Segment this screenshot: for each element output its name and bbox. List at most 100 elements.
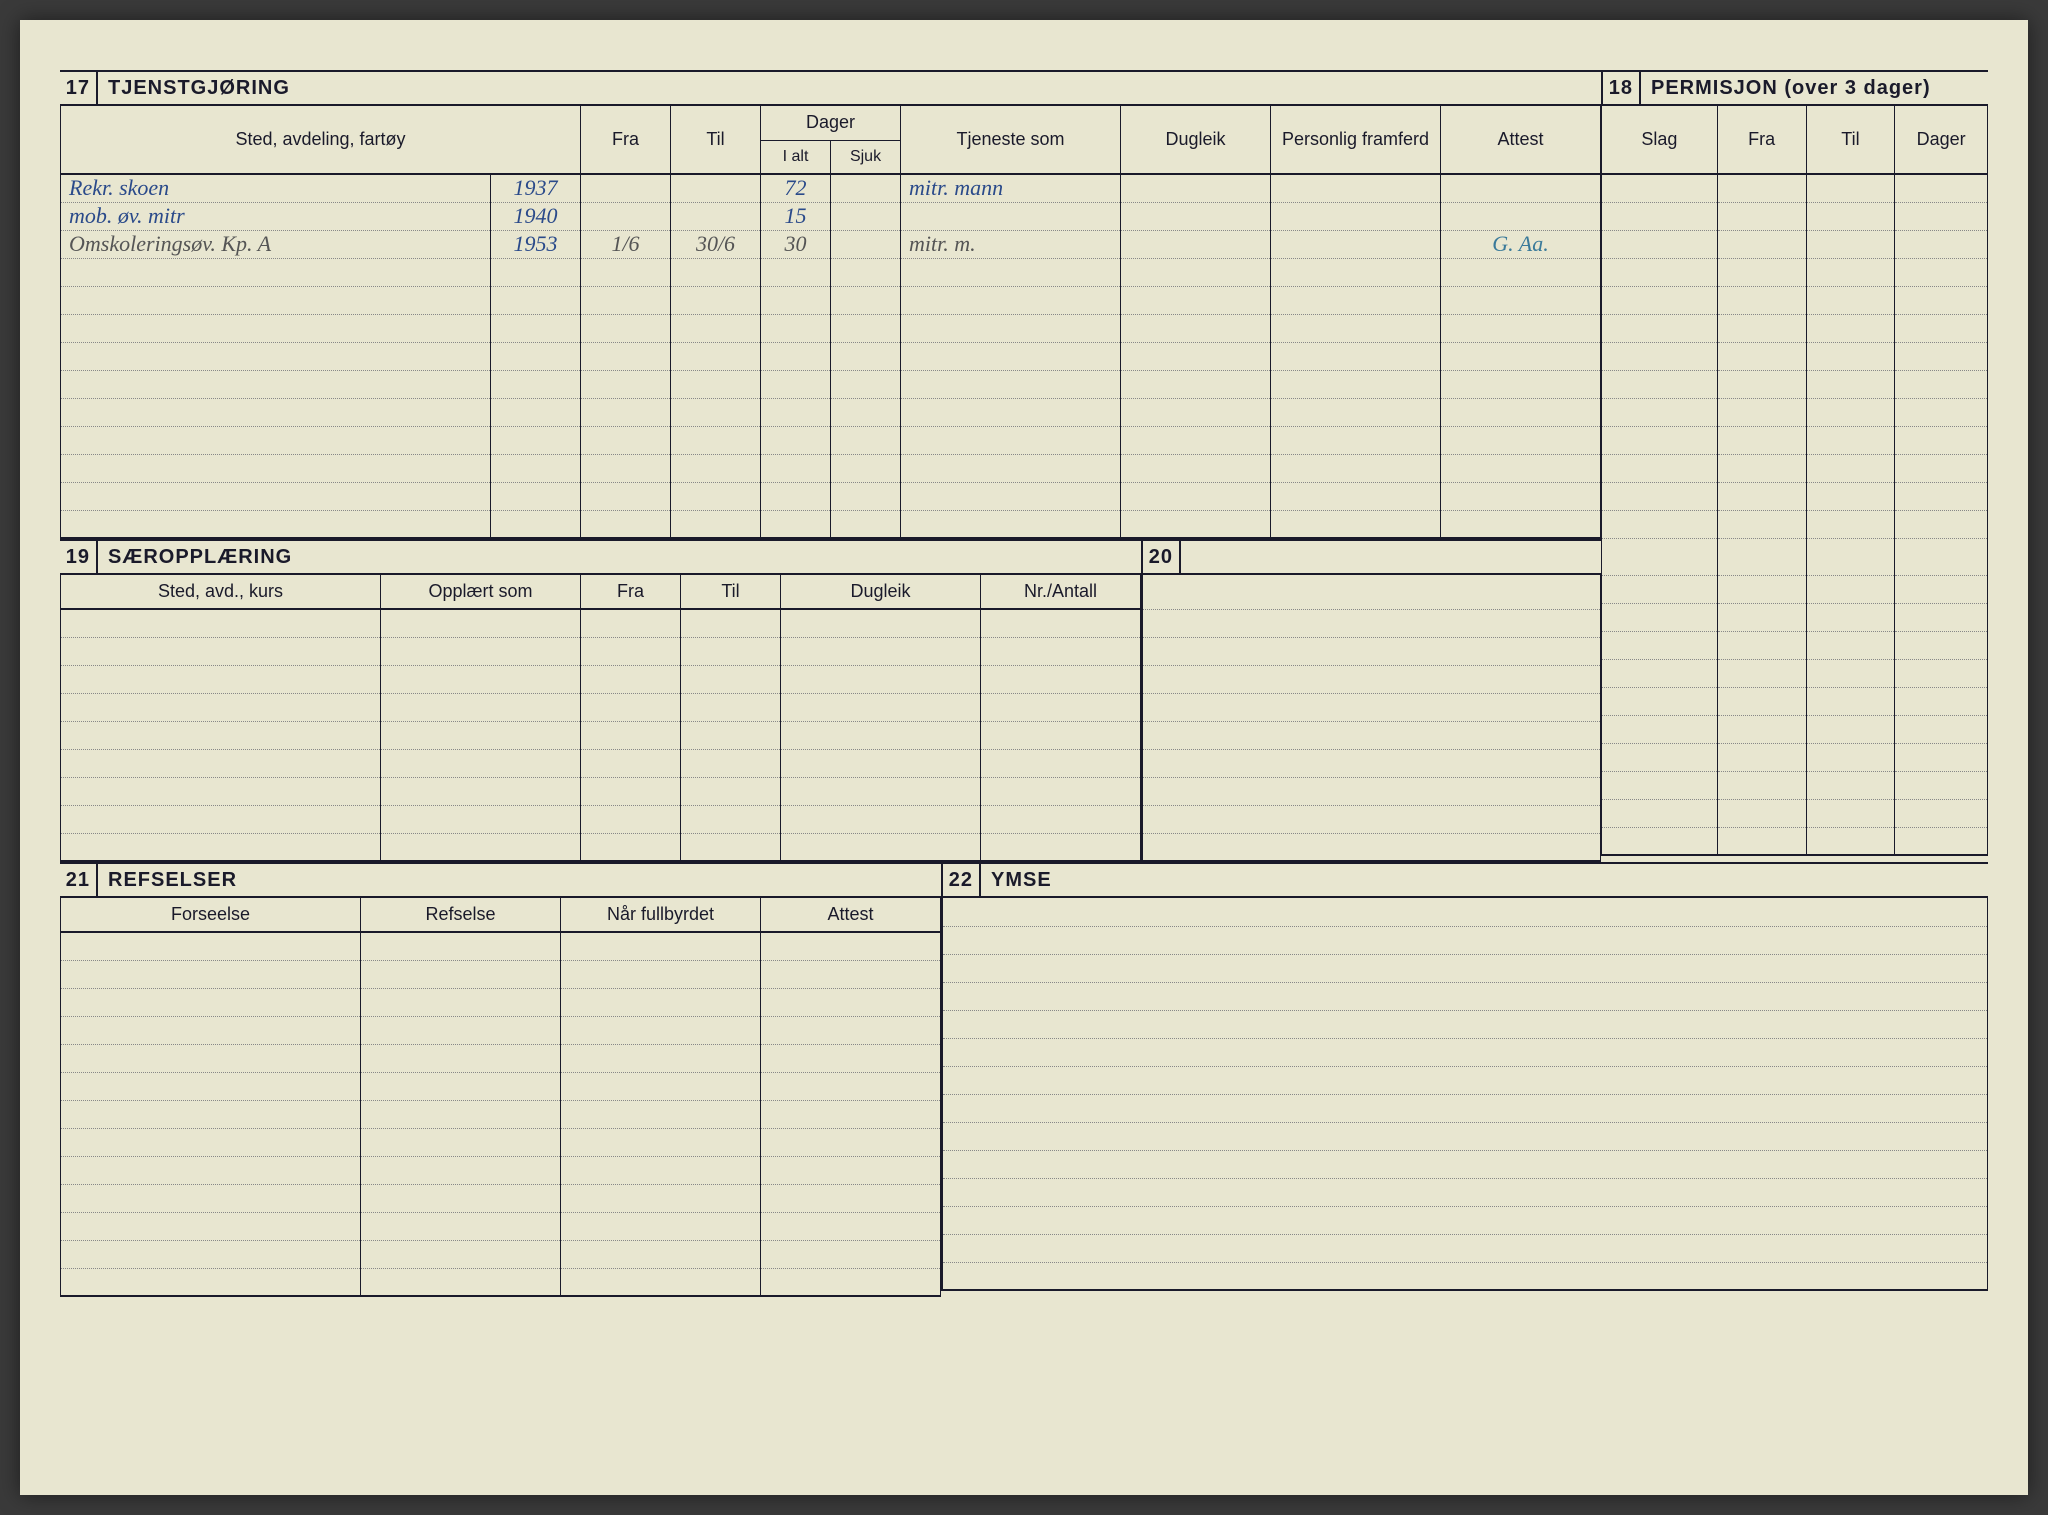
- s19-header-row: Sted, avd., kurs Opplært som Fra Til Dug…: [61, 575, 1141, 609]
- s17-cell-sted: Rekr. skoen: [61, 174, 491, 202]
- s20-row: [1142, 749, 1601, 777]
- s18-col-dager: Dager: [1895, 106, 1988, 174]
- s18-row: [1602, 575, 1988, 603]
- s18-row: [1602, 426, 1988, 454]
- s17-cell-dug: [1121, 202, 1271, 230]
- section-20: 20: [1141, 539, 1601, 862]
- s22-row: [942, 1234, 1988, 1262]
- section-17-title: TJENSTGJØRING: [98, 77, 290, 100]
- s22-row: [942, 1010, 1988, 1038]
- section-21-header: 21 REFSELSER: [60, 862, 941, 898]
- s17-row: [61, 370, 1601, 398]
- s17-cell-year: 1953: [491, 230, 581, 258]
- s17-row: Rekr. skoen 1937 72 mitr. mann: [61, 174, 1601, 202]
- s21-row: [61, 960, 941, 988]
- s20-row: [1142, 637, 1601, 665]
- s17-cell-fra: 1/6: [581, 230, 671, 258]
- s17-cell-til: [671, 202, 761, 230]
- section-19-number: 19: [60, 541, 98, 573]
- section-22-table: [941, 898, 1988, 1291]
- s17-cell-year: 1937: [491, 174, 581, 202]
- s18-col-fra: Fra: [1717, 106, 1806, 174]
- s18-row: [1602, 715, 1988, 743]
- s17-col-fra: Fra: [581, 106, 671, 174]
- section-21-refselser: 21 REFSELSER Forseelse Refselse Når full…: [60, 862, 941, 1297]
- s17-cell-att: [1441, 174, 1601, 202]
- s17-cell-att: G. Aa.: [1441, 230, 1601, 258]
- s22-row: [942, 1038, 1988, 1066]
- section-18-table: Slag Fra Til Dager: [1601, 106, 1988, 539]
- s18-row: [1602, 631, 1988, 659]
- s17-cell-dug: [1121, 174, 1271, 202]
- s19-row: [61, 721, 1141, 749]
- s20-row: [1142, 665, 1601, 693]
- s17-col-sted: Sted, avdeling, fartøy: [61, 106, 581, 174]
- s18-row: [1602, 799, 1988, 827]
- s18-row: [1602, 687, 1988, 715]
- s17-row: mob. øv. mitr 1940 15: [61, 202, 1601, 230]
- s18-row: [1602, 174, 1988, 202]
- section-21-number: 21: [60, 864, 98, 896]
- s17-cell-dug: [1121, 230, 1271, 258]
- section-18-continuation: [1601, 539, 1988, 862]
- s18-row: [1602, 258, 1988, 286]
- s21-row: [61, 988, 941, 1016]
- s18-row: [1602, 510, 1988, 538]
- s20-row: [1142, 575, 1601, 609]
- s19-row: [61, 777, 1141, 805]
- s18-row: [1602, 771, 1988, 799]
- s17-cell-tj: mitr. m.: [901, 230, 1121, 258]
- section-19-table: Sted, avd., kurs Opplært som Fra Til Dug…: [60, 575, 1141, 862]
- s17-cell-sjuk: [831, 230, 901, 258]
- section-19-header: 19 SÆROPPLÆRING: [60, 539, 1141, 575]
- s18-row: [1602, 454, 1988, 482]
- s17-cell-sted: mob. øv. mitr: [61, 202, 491, 230]
- s22-row: [942, 1122, 1988, 1150]
- s22-row: [942, 1094, 1988, 1122]
- s17-cell-pers: [1271, 174, 1441, 202]
- s17-cell-sjuk: [831, 174, 901, 202]
- s17-col-dager: Dager: [761, 106, 901, 140]
- s18-row: [1602, 398, 1988, 426]
- s21-row: [61, 1212, 941, 1240]
- s21-row: [61, 1156, 941, 1184]
- s21-row: [61, 1044, 941, 1072]
- s17-cell-tj: mitr. mann: [901, 174, 1121, 202]
- s17-cell-year: 1940: [491, 202, 581, 230]
- s21-row: [61, 1268, 941, 1296]
- s17-cell-att: [1441, 202, 1601, 230]
- record-card-page: 17 TJENSTGJØRING Sted, avdeling, fartøy …: [20, 20, 2028, 1495]
- s17-col-attest: Attest: [1441, 106, 1601, 174]
- section-17-tjenstgjoring: 17 TJENSTGJØRING Sted, avdeling, fartøy …: [60, 70, 1601, 539]
- s18-row: [1602, 603, 1988, 631]
- s17-col-ialt: I alt: [761, 140, 831, 174]
- s22-row: [942, 954, 1988, 982]
- s20-row: [1142, 833, 1601, 861]
- bottom-sections-row: 21 REFSELSER Forseelse Refselse Når full…: [60, 862, 1988, 1297]
- s18-row: [1602, 743, 1988, 771]
- s22-row: [942, 1178, 1988, 1206]
- s21-row: [61, 1184, 941, 1212]
- section-21-title: REFSELSER: [98, 869, 237, 892]
- section-20-table: [1141, 575, 1601, 862]
- s22-row: [942, 982, 1988, 1010]
- section-18-number: 18: [1603, 72, 1641, 104]
- s18-row: [1602, 202, 1988, 230]
- s17-row: [61, 426, 1601, 454]
- section-18-table-cont: [1601, 539, 1988, 856]
- s17-row: [61, 342, 1601, 370]
- s19-row: [61, 833, 1141, 861]
- s21-col-nar: Når fullbyrdet: [561, 898, 761, 932]
- section-22-title: YMSE: [981, 869, 1052, 892]
- s19-col-opplart: Opplært som: [381, 575, 581, 609]
- s22-row: [942, 926, 1988, 954]
- s20-row: [1142, 693, 1601, 721]
- s17-row: [61, 258, 1601, 286]
- s19-col-sted: Sted, avd., kurs: [61, 575, 381, 609]
- s20-row: [1142, 805, 1601, 833]
- s17-cell-ialt: 72: [761, 174, 831, 202]
- s17-row: [61, 314, 1601, 342]
- s17-cell-ialt: 30: [761, 230, 831, 258]
- s17-cell-til: 30/6: [671, 230, 761, 258]
- s21-row: [61, 1128, 941, 1156]
